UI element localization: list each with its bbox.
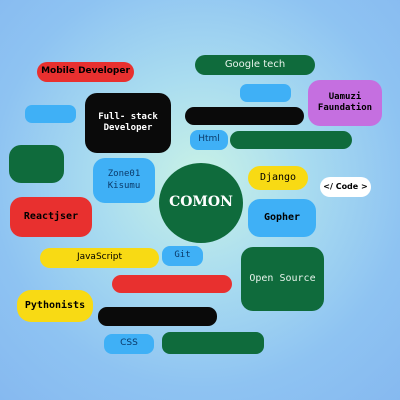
- blank-pill-blue: [25, 105, 76, 123]
- tag-git: Git: [162, 246, 203, 266]
- tag-full-stack-developer: Full- stack Developer: [85, 93, 171, 153]
- blank-pill-green: [230, 131, 352, 149]
- tag-html: Html: [190, 130, 228, 150]
- tag-open-source: Open Source: [241, 247, 324, 311]
- blank-pill-green: [162, 332, 264, 354]
- tag-zone01-kisumu: Zone01 Kisumu: [93, 158, 155, 203]
- tag-django: Django: [248, 166, 308, 190]
- tag-css: CSS: [104, 334, 154, 354]
- tag-mobile-developer: Mobile Developer: [37, 62, 134, 82]
- tag-google-tech: Google tech: [195, 55, 315, 75]
- tag-code: </ Code >: [320, 177, 371, 197]
- tag-pythonists: Pythonists: [17, 290, 93, 322]
- blank-pill-black: [185, 107, 304, 125]
- blank-pill-red: [112, 275, 232, 293]
- tag-gopher: Gopher: [248, 199, 316, 237]
- blank-pill-black: [98, 307, 217, 326]
- blank-pill-green: [9, 145, 64, 183]
- tag-umuzi-foundation: Uamuzi Faundation: [308, 80, 382, 126]
- tag-javascript: JavaScript: [40, 248, 159, 268]
- tag-comon: COMON: [159, 163, 243, 243]
- tag-reactjser: Reactjser: [10, 197, 92, 237]
- blank-pill-blue: [240, 84, 291, 102]
